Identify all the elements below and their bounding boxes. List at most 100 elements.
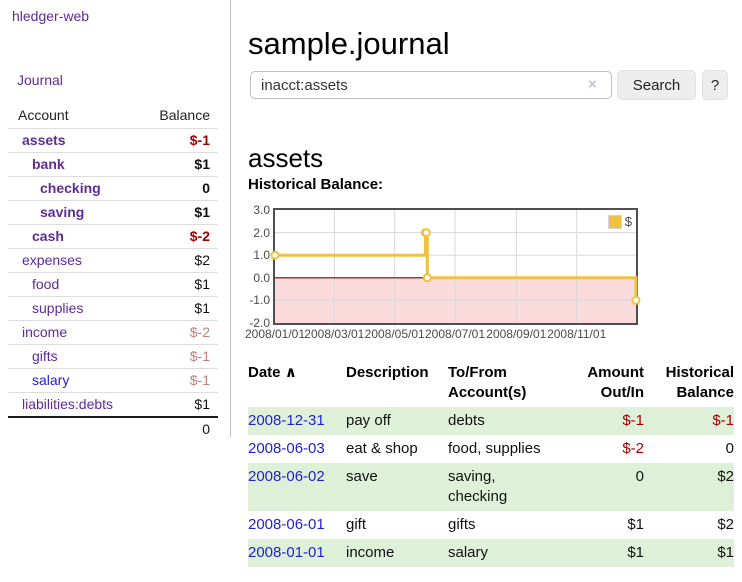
- sidebar-item-journal[interactable]: Journal: [17, 72, 63, 88]
- y-axis-tick-label: -1.0: [249, 293, 270, 308]
- sort-ascending-icon: ∧: [284, 364, 297, 381]
- accounts-header-account: Account: [18, 107, 69, 123]
- account-heading: assets: [248, 142, 324, 173]
- transaction-accounts: saving, checking: [448, 468, 508, 505]
- clear-search-icon[interactable]: ×: [588, 76, 597, 93]
- y-axis-tick-label: 0.0: [253, 270, 270, 285]
- transaction-date-link[interactable]: 2008-06-02: [248, 468, 325, 485]
- account-balance: $-1: [189, 348, 210, 364]
- account-link-cash[interactable]: cash: [32, 228, 64, 244]
- app-brand-link[interactable]: hledger-web: [12, 8, 90, 24]
- transaction-accounts: food, supplies: [448, 440, 541, 457]
- account-link-expenses[interactable]: expenses: [22, 252, 82, 268]
- transaction-description: income: [346, 544, 395, 561]
- register-row: 2008-06-03 eat & shop food, supplies $-2…: [248, 435, 734, 463]
- search-button[interactable]: Search: [617, 70, 696, 100]
- x-axis-tick-label: 2008/09/01: [486, 327, 547, 341]
- account-link-checking[interactable]: checking: [40, 180, 101, 196]
- page-title: sample.journal: [248, 25, 450, 61]
- y-axis-tick-label: 2.0: [253, 225, 270, 240]
- transaction-date-link[interactable]: 2008-06-03: [248, 440, 325, 457]
- account-row-supplies: supplies $1: [8, 296, 218, 320]
- chart-plot-area: $: [270, 208, 641, 325]
- register-row: 2008-12-31 pay off debts $-1 $-1: [248, 407, 734, 435]
- help-button[interactable]: ?: [702, 70, 728, 100]
- account-row-bank: bank $1: [8, 152, 218, 176]
- account-link-income[interactable]: income: [22, 324, 68, 340]
- account-row-income: income $-2: [8, 320, 218, 344]
- transaction-accounts: debts: [448, 412, 485, 429]
- transaction-accounts: gifts: [448, 516, 476, 533]
- account-balance: $1: [194, 156, 210, 172]
- transaction-description: eat & shop: [346, 440, 418, 457]
- accounts-header-balance: Balance: [159, 107, 210, 123]
- transaction-date-link[interactable]: 2008-12-31: [248, 412, 325, 429]
- search-form: × Search ?: [248, 70, 742, 102]
- account-link-food[interactable]: food: [32, 276, 60, 292]
- register-row: 2008-01-01 income salary $1 $1: [248, 539, 734, 567]
- account-row-food: food $1: [8, 272, 218, 296]
- transaction-description: gift: [346, 516, 367, 533]
- transaction-amount: 0: [635, 468, 644, 485]
- account-row-gifts: gifts $-1: [8, 344, 218, 368]
- account-balance: $-2: [189, 324, 210, 340]
- column-header-date-label: Date: [248, 364, 281, 381]
- account-link-saving[interactable]: saving: [40, 204, 85, 220]
- account-row-checking: checking 0: [8, 176, 218, 200]
- account-link-bank[interactable]: bank: [32, 156, 65, 172]
- y-axis-tick-label: -2.0: [249, 316, 270, 330]
- account-balance: $1: [194, 204, 210, 220]
- chart-legend: $: [607, 214, 632, 229]
- account-balance: $2: [194, 252, 210, 268]
- account-balance: $1: [194, 396, 210, 412]
- register-row: 2008-06-01 gift gifts $1 $2: [248, 511, 734, 539]
- account-link-liabilities-debts[interactable]: liabilities:debts: [22, 396, 114, 412]
- transaction-date-link[interactable]: 2008-06-01: [248, 516, 325, 533]
- account-balance: $1: [194, 276, 210, 292]
- column-header-amount: Amount Out/In: [587, 364, 644, 401]
- account-row-assets: assets $-1: [8, 128, 218, 152]
- accounts-tree: Account Balance assets $-1 bank $1 check…: [8, 104, 218, 441]
- account-balance: $-2: [189, 228, 210, 244]
- transaction-amount: $1: [627, 516, 644, 533]
- account-balance: $-1: [189, 132, 210, 148]
- transaction-accounts: salary: [448, 544, 489, 561]
- chart-canvas: [270, 210, 641, 323]
- account-balance: $1: [194, 300, 210, 316]
- account-row-expenses: expenses $2: [8, 248, 218, 272]
- transaction-amount: $-2: [622, 440, 644, 457]
- sidebar: hledger-web Journal Account Balance asse…: [0, 0, 231, 437]
- account-link-gifts[interactable]: gifts: [32, 348, 58, 364]
- account-row-liabilities-debts: liabilities:debts $1: [8, 392, 218, 416]
- account-link-salary[interactable]: salary: [32, 372, 70, 388]
- chart-x-axis: 2008/01/01 2008/03/01 2008/05/01 2008/07/01…: [244, 327, 668, 343]
- x-axis-tick-label: 2008/03/01: [304, 327, 365, 341]
- legend-swatch-icon: [607, 214, 622, 229]
- account-row-cash: cash $-2: [8, 224, 218, 248]
- y-axis-tick-label: 3.0: [253, 203, 270, 217]
- account-link-assets[interactable]: assets: [22, 132, 66, 148]
- account-link-supplies[interactable]: supplies: [32, 300, 84, 316]
- x-axis-tick-label: 2008/11/01: [547, 327, 607, 341]
- transaction-date-link[interactable]: 2008-01-01: [248, 544, 325, 561]
- register-header-row: Date ∧ Description To/From Account(s) Am…: [248, 361, 734, 407]
- transaction-balance: 0: [725, 440, 734, 457]
- column-header-date[interactable]: Date ∧: [248, 361, 346, 407]
- account-row-saving: saving $1: [8, 200, 218, 224]
- x-axis-tick-label: 2008/01/01: [244, 327, 306, 341]
- x-axis-tick-label: 2008/05/01: [364, 327, 425, 341]
- transaction-balance: $2: [717, 516, 734, 533]
- accounts-header: Account Balance: [8, 104, 218, 128]
- account-row-salary: salary $-1: [8, 368, 218, 392]
- x-axis-tick-label: 2008/07/01: [424, 327, 486, 341]
- transaction-balance: $1: [717, 544, 734, 561]
- chart-section-label: Historical Balance:: [248, 176, 384, 193]
- account-balance: $-1: [189, 372, 210, 388]
- column-header-balance: Historical Balance: [665, 364, 734, 401]
- search-input[interactable]: [250, 71, 612, 99]
- transaction-balance: $2: [717, 468, 734, 485]
- y-axis-tick-label: 1.0: [253, 248, 270, 263]
- main-content: sample.journal × Search ? assets Histori…: [244, 0, 742, 582]
- transaction-balance: $-1: [712, 412, 734, 429]
